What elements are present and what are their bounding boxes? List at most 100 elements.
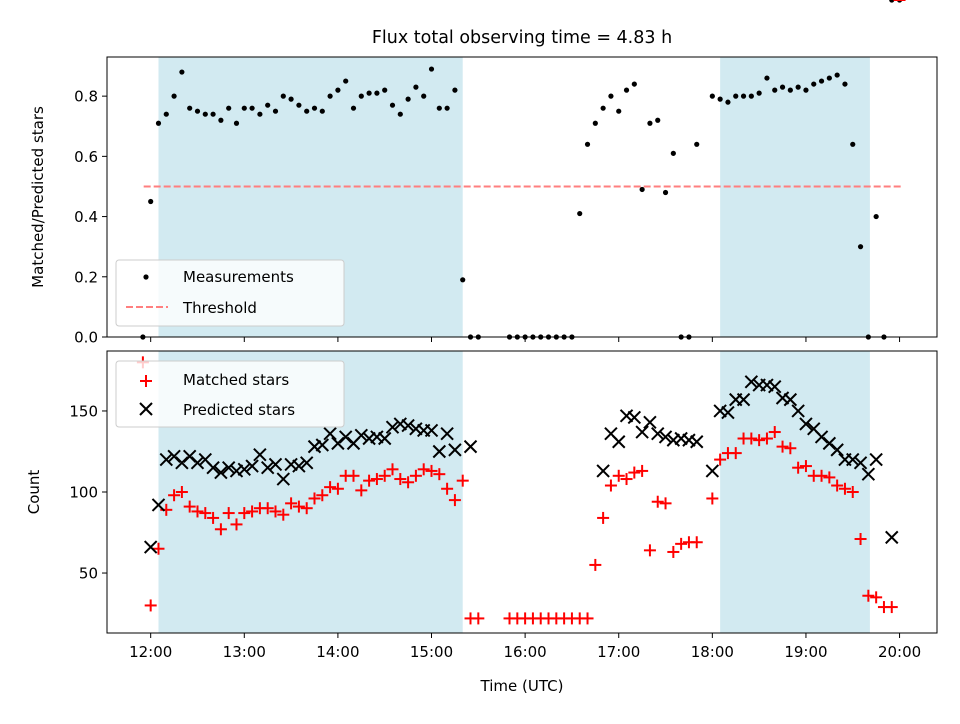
matched-stars-point (152, 542, 165, 555)
predicted-stars-point (612, 435, 626, 449)
ratio-panel-frame (106, 56, 938, 338)
measurement-point (413, 84, 419, 90)
matched-stars-point (729, 447, 742, 460)
measurement-point (218, 117, 224, 123)
predicted-stars-point (783, 392, 798, 407)
predicted-stars-point (432, 444, 447, 459)
predicted-stars-point (791, 404, 805, 418)
predicted-stars-point (307, 439, 322, 454)
measurement-point (873, 213, 879, 220)
predicted-stars-point (596, 464, 610, 478)
predicted-stars-point (463, 439, 478, 454)
predicted-stars-point (276, 472, 291, 486)
matched-stars-point (581, 612, 594, 625)
measurement-point (249, 105, 255, 111)
measurement-point (764, 75, 770, 81)
predicted-stars-point (323, 426, 337, 441)
predicted-stars-point (393, 417, 408, 431)
measurement-point (772, 87, 778, 93)
matched-stars-point (277, 508, 290, 521)
x-tick-label: 13:00 (223, 643, 266, 661)
measurement-point (639, 186, 645, 193)
count-panel: 50 100 150 12:00 13:00 14:00 15:00 16:00 17:00 1… (25, 0, 938, 695)
legend-matched-label: Matched stars (183, 371, 289, 389)
matched-stars-point (175, 486, 188, 498)
matched-stars-point (636, 464, 649, 477)
measurement-point (787, 87, 793, 93)
matched-stars-point (854, 533, 867, 545)
measurement-point (304, 108, 310, 114)
measurement-point (826, 75, 832, 81)
measurement-point (179, 69, 185, 75)
ratio-panel: 0.00.20.40.60.8 Matched/Predicted stars … (29, 0, 938, 347)
predicted-stars-point (237, 462, 252, 477)
matched-stars-point (441, 482, 454, 495)
measurement-point (600, 105, 606, 111)
x-tick-label: 14:00 (316, 643, 359, 661)
predicted-stars-point (885, 530, 899, 545)
matched-stars-point (690, 536, 703, 549)
predicted-stars-point (424, 423, 439, 438)
measurement-point (670, 150, 676, 156)
matched-stars-point (308, 492, 321, 505)
measurement-point (382, 87, 388, 93)
measurement-point (662, 189, 669, 196)
x-tick-label: 19:00 (784, 643, 827, 661)
predicted-stars-point (401, 418, 415, 433)
predicted-stars-point (268, 457, 283, 472)
measurement-point (616, 108, 622, 114)
predicted-stars-point (377, 431, 392, 446)
y-tick-label: 0.6 (74, 148, 98, 166)
measurement-point (608, 93, 614, 99)
predicted-stars-point (190, 456, 205, 470)
predicted-stars-point (151, 498, 166, 512)
matched-stars-point (792, 461, 805, 474)
predicted-stars-point (705, 464, 720, 478)
matched-stars-point (363, 474, 376, 487)
predicted-stars-point (619, 409, 634, 423)
matched-stars-point (191, 505, 204, 518)
matched-stars-point (784, 442, 797, 455)
predicted-stars-point (214, 465, 228, 480)
matched-stars-point (862, 589, 875, 602)
measurement-point (343, 78, 349, 84)
measurement-point (811, 81, 817, 87)
measurement-point (187, 105, 193, 111)
measurement-point (280, 93, 286, 99)
predicted-stars-point (362, 431, 376, 446)
measurement-point (740, 93, 747, 99)
matched-stars-point (870, 591, 883, 604)
matched-stars-point (238, 507, 251, 520)
predicted-stars-point (861, 467, 876, 481)
matched-stars-point (199, 507, 212, 520)
measurement-point (374, 90, 380, 96)
matched-stars-point (799, 460, 812, 473)
matched-stars-point (285, 497, 298, 510)
predicted-stars-point (627, 410, 642, 425)
matched-stars-point (355, 484, 368, 497)
measurement-point (194, 108, 201, 114)
matched-stars-point (269, 505, 282, 518)
measurement-point (834, 72, 840, 78)
measurement-point (148, 198, 154, 205)
measurement-point (623, 87, 630, 93)
measurement-point (366, 90, 372, 96)
matched-stars-point (768, 426, 781, 439)
x-tick-label: 17:00 (597, 643, 640, 661)
predicted-stars-point (221, 460, 236, 475)
predicted-stars-point (284, 457, 298, 472)
predicted-stars-point (760, 378, 774, 392)
ratio-y-axis-label: Matched/Predicted stars (29, 106, 47, 288)
measurement-point (460, 277, 466, 283)
predicted-stars-point (658, 430, 673, 444)
matched-stars-point (246, 505, 259, 518)
measurement-point (288, 96, 294, 102)
predicted-stars-point (440, 426, 454, 441)
predicted-stars-point (682, 433, 696, 447)
matched-stars-point (597, 511, 610, 524)
matched-stars-point (760, 432, 773, 445)
matched-stars-point (612, 469, 625, 482)
predicted-stars-point (721, 405, 735, 420)
matched-stars-point (207, 511, 220, 524)
predicted-stars-point (143, 540, 158, 554)
